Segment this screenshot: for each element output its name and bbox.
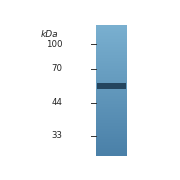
Text: 44: 44	[51, 98, 62, 107]
Bar	[97, 83, 126, 89]
Text: 33: 33	[51, 131, 62, 140]
Text: kDa: kDa	[41, 30, 59, 39]
Text: 70: 70	[51, 64, 62, 73]
Bar	[96, 26, 127, 156]
Text: 100: 100	[46, 40, 62, 49]
